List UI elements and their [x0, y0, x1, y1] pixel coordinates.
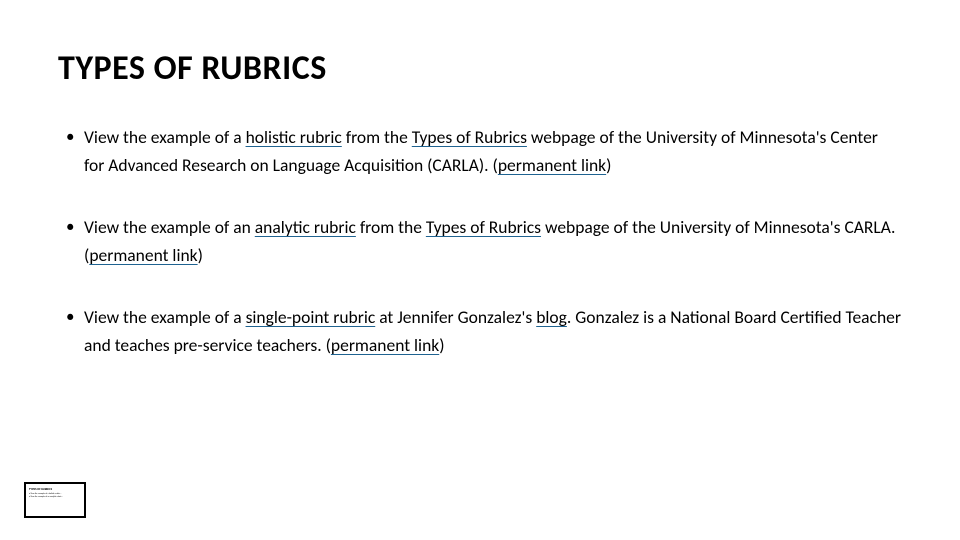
text-fragment: View the example of an: [84, 216, 255, 238]
bullet-list: View the example of a holistic rubric fr…: [58, 123, 902, 359]
text-fragment: ): [606, 154, 611, 176]
slide: TYPES OF RUBRICS View the example of a h…: [0, 0, 960, 540]
text-fragment: View the example of a: [84, 306, 246, 328]
text-fragment: from the: [356, 216, 426, 238]
single-point-rubric-link[interactable]: single-point rubric: [246, 306, 376, 328]
thumbnail-title: TYPES OF RUBRICS: [29, 487, 81, 491]
text-fragment: View the example of a: [84, 126, 246, 148]
permanent-link[interactable]: permanent link: [498, 154, 606, 176]
types-of-rubrics-link[interactable]: Types of Rubrics: [426, 216, 541, 238]
permanent-link[interactable]: permanent link: [89, 244, 197, 266]
text-fragment: ): [198, 244, 203, 266]
blog-link[interactable]: blog: [536, 306, 567, 328]
bullet-item: View the example of an analytic rubric f…: [58, 213, 902, 269]
permanent-link[interactable]: permanent link: [331, 334, 439, 356]
holistic-rubric-link[interactable]: holistic rubric: [246, 126, 342, 148]
types-of-rubrics-link[interactable]: Types of Rubrics: [412, 126, 527, 148]
text-fragment: from the: [342, 126, 412, 148]
thumbnail-line: • View the example of an analytic rubric…: [29, 496, 81, 499]
bullet-item: View the example of a single-point rubri…: [58, 303, 902, 359]
text-fragment: ): [439, 334, 444, 356]
slide-title: TYPES OF RUBRICS: [58, 48, 902, 89]
text-fragment: at Jennifer Gonzalez's: [375, 306, 536, 328]
analytic-rubric-link[interactable]: analytic rubric: [255, 216, 356, 238]
slide-thumbnail[interactable]: TYPES OF RUBRICS • View the example of a…: [24, 482, 86, 518]
bullet-item: View the example of a holistic rubric fr…: [58, 123, 902, 179]
